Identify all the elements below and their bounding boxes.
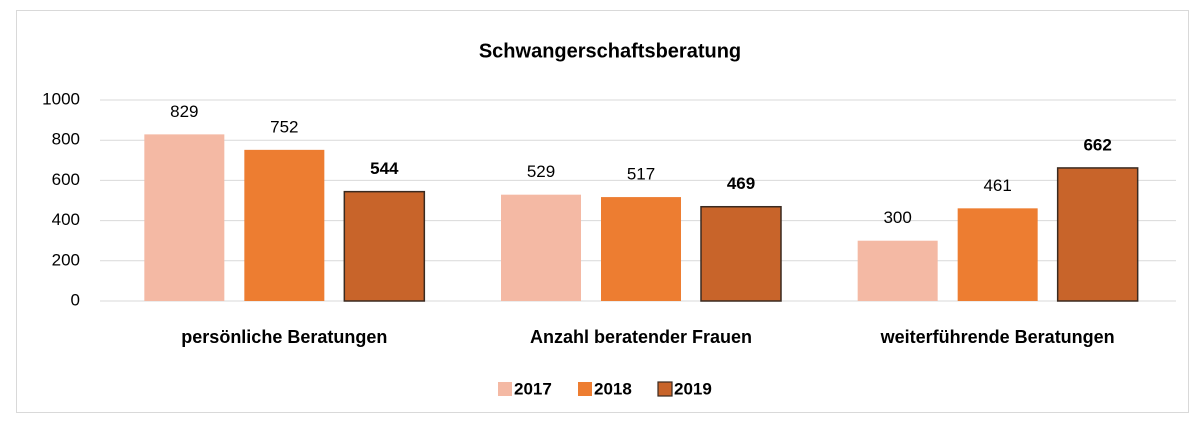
y-tick-label: 400 [52, 210, 80, 229]
legend-label: 2018 [594, 379, 632, 398]
bar [1056, 167, 1139, 302]
legend-swatch [578, 382, 592, 396]
data-label: 662 [1083, 135, 1111, 154]
bar [601, 197, 681, 301]
legend-label: 2017 [514, 379, 552, 398]
x-tick-label: persönliche Beratungen [181, 327, 387, 347]
bar [343, 190, 426, 302]
x-tick-label: weiterführende Beratungen [880, 327, 1115, 347]
bar [144, 134, 225, 301]
bar [501, 194, 581, 301]
chart-title: Schwangerschaftsberatung [479, 40, 741, 62]
y-tick-label: 0 [71, 290, 80, 309]
bar [244, 149, 325, 301]
y-tick-label: 600 [52, 170, 80, 189]
y-tick-label: 200 [52, 250, 80, 269]
bar [857, 240, 938, 301]
data-label: 461 [983, 176, 1011, 195]
legend-label: 2019 [674, 379, 712, 398]
data-label: 300 [883, 208, 911, 227]
data-label: 529 [527, 162, 555, 181]
legend-swatch [657, 381, 673, 397]
data-label: 544 [370, 159, 399, 178]
data-label: 752 [270, 117, 298, 136]
bar [700, 205, 782, 302]
data-label: 469 [727, 174, 755, 193]
data-label: 517 [627, 165, 655, 184]
y-tick-label: 1000 [42, 89, 80, 108]
legend-swatch [498, 382, 512, 396]
y-tick-label: 800 [52, 130, 80, 149]
x-tick-label: Anzahl beratender Frauen [530, 327, 752, 347]
bar [957, 208, 1038, 301]
data-label: 829 [170, 102, 198, 121]
